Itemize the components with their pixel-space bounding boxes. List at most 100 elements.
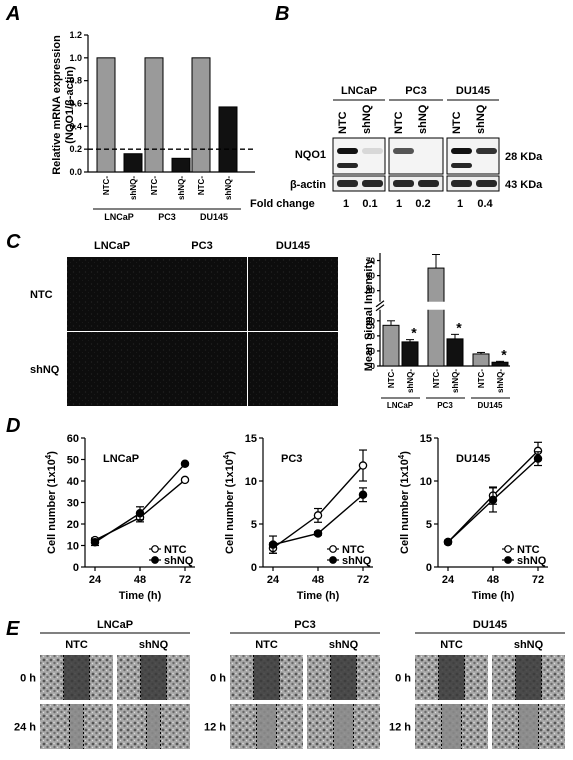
panel-b-fold-label: Fold change (250, 198, 315, 210)
panel-e-wound-gap (438, 655, 465, 700)
panel-c-group-label: LNCaP (387, 401, 414, 410)
panel-b-nqo1-blot (446, 137, 500, 175)
panel-d-ytick-label: 0 (251, 562, 257, 574)
panel-a-ytick-label: 0.8 (69, 76, 82, 86)
panel-b-fold-value: 1 (343, 198, 349, 210)
panel-c-bar-chart: 0 10 20 30 50 60 70 NTC-shNQ- * LNCaP NTC-shNQ- * PC… (366, 253, 510, 410)
panel-d-xtick-label: 48 (487, 574, 499, 586)
panel-b-nqo1-band (451, 148, 472, 154)
panel-b-nqo1-blot (388, 137, 444, 175)
panel-c-bar (446, 338, 464, 367)
panel-e-condition-label: shNQ (329, 639, 359, 651)
panel-e-wound-gap (518, 704, 539, 749)
panel-d-ytick-label: 5 (251, 519, 257, 531)
panel-b-nqo1-lower-band (393, 163, 414, 168)
panel-b-actin-band (362, 180, 383, 187)
panel-d-legend-marker (151, 545, 159, 553)
panel-d-data-point (268, 540, 278, 549)
panel-b-nqo1-lower-band (451, 163, 472, 168)
panel-b-nqo1-blot (332, 137, 386, 175)
panel-b-actin-blot (388, 175, 444, 192)
panel-a-condition-label: shNQ- (129, 176, 138, 200)
panel-c-condition-label: NTC- (387, 369, 396, 388)
panel-a-group-label: DU145 (200, 212, 228, 222)
panel-c-condition-label: shNQ- (496, 369, 505, 393)
panel-d-xtick-label: 24 (89, 574, 102, 586)
panel-d-ytick-label: 10 (67, 541, 79, 553)
panel-a-ytick-label: 1.2 (69, 30, 82, 40)
panel-c-micrograph (67, 332, 157, 406)
panel-c-condition-label: NTC- (477, 369, 486, 388)
panel-c-ytick-label: 70 (366, 257, 375, 266)
panel-b-condition-label: NTC (451, 111, 463, 134)
panel-d-ytick-label: 0 (426, 562, 432, 574)
panel-d-xlabel: Time (h) (119, 590, 162, 602)
panel-c-axis-break-mark (375, 300, 385, 308)
panel-a-ytick-label: 0.0 (69, 167, 82, 177)
panel-c-column-label: LNCaP (94, 240, 130, 252)
panel-d-ytick-label: 30 (67, 498, 79, 510)
panel-d-legend-label: NTC (164, 544, 187, 556)
panel-c-bar (401, 341, 419, 367)
panel-d-legend-label: NTC (517, 544, 540, 556)
panel-d-plot-title: LNCaP (103, 453, 139, 465)
panel-b-row-label-nqo1: NQO1 (295, 149, 326, 161)
panel-e-condition-label: shNQ (514, 639, 544, 651)
panel-e-wound-gap (146, 704, 161, 749)
panel-a-condition-label: shNQ- (177, 176, 186, 200)
panel-b-fold-value: 0.4 (477, 198, 493, 210)
panel-a-bar (144, 57, 164, 173)
panel-d-legend-marker (329, 556, 337, 564)
panel-d-ytick-label: 50 (67, 455, 79, 467)
panel-a-condition-label: NTC- (197, 176, 206, 195)
panel-c-micrograph (248, 332, 338, 406)
panel-d-data-point (180, 459, 190, 469)
panel-a-ytick-label: 0.6 (69, 99, 82, 109)
panel-d-legend-marker (504, 556, 512, 564)
panel-d-data-point (443, 537, 453, 547)
panel-c-bar (427, 267, 445, 367)
panel-d-legend-label: NTC (342, 544, 365, 556)
panel-e-wound-gap (63, 655, 90, 700)
panel-e-wound-gap (256, 704, 277, 749)
panel-e-wound-gap (333, 704, 354, 749)
panel-d-ytick-label: 60 (67, 433, 79, 445)
panel-c-significance-star: * (501, 346, 507, 362)
panel-e-wound-gap (441, 704, 462, 749)
panel-d-series-line (94, 463, 186, 543)
panel-b-nqo1-lower-band (337, 163, 358, 168)
panel-b-fold-value: 0.2 (415, 198, 430, 210)
panel-b-condition-label: shNQ (361, 104, 373, 134)
panel-e-condition-label: NTC (440, 639, 463, 651)
panel-c-ytick-label: 20 (366, 332, 375, 341)
panel-e-group-label: PC3 (294, 619, 315, 631)
panel-e-condition-label: NTC (255, 639, 278, 651)
panel-c-micrographs: LNCaP PC3 DU145 NTC shNQ (30, 240, 338, 406)
panel-d-legend-label: shNQ (517, 555, 547, 567)
panel-c-bar (472, 353, 490, 367)
panel-b-condition-label: NTC (393, 111, 405, 134)
panel-b-lane-label: PC3 (405, 85, 426, 97)
panel-d-plot-title: DU145 (456, 453, 490, 465)
panel-c-micrograph (157, 332, 247, 406)
panel-c-micrograph (67, 257, 157, 331)
panel-b-size-28: 28 KDa (505, 151, 543, 163)
panel-e-wound-healing: LNCaP NTC shNQ 0 h 24 h PC3 NTC shNQ 0 h 12 h DU14… (14, 619, 565, 749)
panel-d-xlabel: Time (h) (297, 590, 340, 602)
panel-d-label: D (6, 415, 20, 437)
panel-e-wound-gap (253, 655, 280, 700)
panel-b-condition-label: shNQ (417, 104, 429, 134)
panel-d-legend-marker (504, 545, 512, 553)
panel-e-label: E (6, 618, 20, 640)
panel-d-ytick-label: 10 (245, 476, 257, 488)
panel-b-condition-label: NTC (337, 111, 349, 134)
panel-a-condition-label: shNQ- (224, 176, 233, 200)
panel-e-time-label: 12 h (389, 722, 411, 734)
panel-c-ytick-label: 10 (366, 347, 375, 356)
panel-d-ytick-label: 20 (67, 519, 79, 531)
panel-b-actin-band (337, 180, 358, 187)
panel-a-ytick-label: 0.4 (69, 121, 82, 131)
panel-c-group-label: DU145 (478, 401, 503, 410)
panel-c-condition-label: shNQ- (406, 369, 415, 393)
